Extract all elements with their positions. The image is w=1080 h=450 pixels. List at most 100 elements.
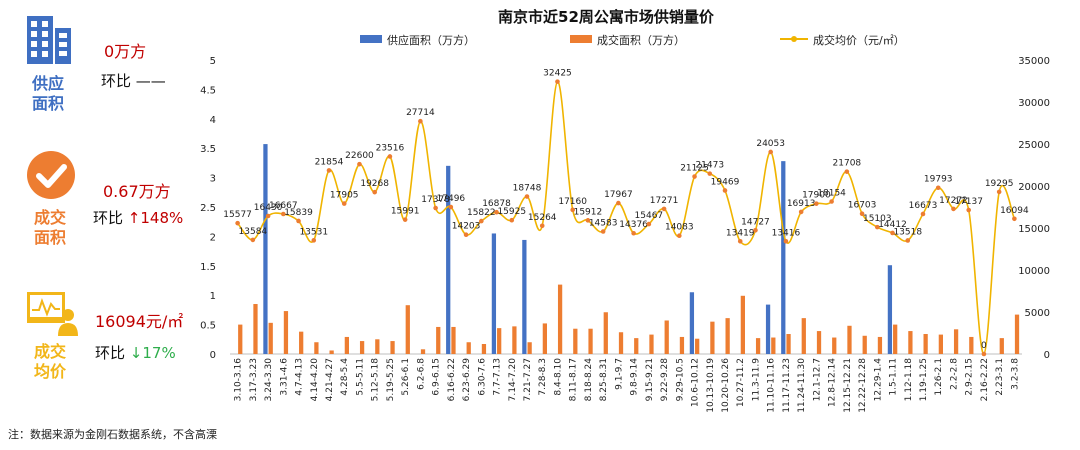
price-point xyxy=(265,213,271,219)
deal-bar xyxy=(314,342,319,354)
price-point xyxy=(890,230,895,236)
x-axis-tick-label: 2.23-3.1 xyxy=(995,358,1005,396)
price-point xyxy=(631,230,636,236)
price-data-label: 15839 xyxy=(284,208,313,218)
price-data-label: 19469 xyxy=(711,177,740,187)
price-data-label: 15264 xyxy=(528,213,557,223)
price-point xyxy=(859,211,865,216)
x-axis-tick-label: 5.26-6.1 xyxy=(401,358,411,396)
price-point xyxy=(600,229,606,234)
x-axis-tick-label: 6.30-7.6 xyxy=(477,358,487,396)
deal-bar xyxy=(771,337,776,354)
x-axis-tick-label: 5.5-5.11 xyxy=(355,358,365,396)
deal-bar xyxy=(329,350,334,354)
deal-bar xyxy=(649,334,654,354)
x-axis-tick-label: 3.31-4.6 xyxy=(279,358,289,396)
x-axis-tick-label: 5.12-5.18 xyxy=(371,358,381,402)
price-point xyxy=(418,118,423,124)
deal-bar xyxy=(238,324,243,354)
left-axis-tick-label: 4 xyxy=(210,115,216,126)
deal-bar xyxy=(527,342,532,354)
x-axis-tick-label: 9.1-9.7 xyxy=(614,358,624,390)
price-point xyxy=(981,351,987,357)
price-data-label: 22600 xyxy=(345,151,374,161)
x-axis-tick-label: 10.20-10.26 xyxy=(721,358,731,413)
deal-bar xyxy=(436,326,441,354)
left-axis-tick-label: 2 xyxy=(210,232,216,243)
x-axis-tick-label: 3.2-3.8 xyxy=(1010,358,1020,390)
price-data-label: 0 xyxy=(981,341,987,351)
x-axis-tick-label: 4.21-4.27 xyxy=(325,358,335,401)
kpi-panel: 供应 面积 0万方 环比 —— 成交 面积 0.67万方 环比 ↑148% 成交 均价… xyxy=(0,0,200,400)
x-axis-tick-label: 2.2-2.8 xyxy=(949,358,959,390)
supply-bar xyxy=(781,161,786,354)
supply-bar xyxy=(689,292,695,354)
x-axis-tick-label: 7.21-7.27 xyxy=(523,358,533,401)
price-data-label: 23516 xyxy=(376,143,405,153)
deal-bar xyxy=(710,321,715,354)
price-data-label: 15912 xyxy=(574,207,603,217)
price-point xyxy=(692,174,697,179)
left-axis-tick-label: 4.5 xyxy=(200,85,216,96)
price-point xyxy=(677,233,682,239)
right-axis-tick-label: 30000 xyxy=(1018,98,1050,109)
price-data-label: 17900 xyxy=(802,191,831,201)
deal-bar xyxy=(969,336,974,354)
price-data-label: 15822 xyxy=(467,208,496,218)
x-axis-tick-label: 4.28-5.4 xyxy=(340,358,350,396)
left-axis-tick-label: 3.5 xyxy=(200,144,216,155)
x-axis-tick-label: 8.4-8.10 xyxy=(553,358,563,396)
left-axis-tick-label: 2.5 xyxy=(200,203,216,214)
supply-bar xyxy=(522,239,527,354)
price-data-label: 18154 xyxy=(817,189,846,199)
price-point xyxy=(966,207,971,213)
x-axis-tick-label: 7.7-7.13 xyxy=(493,358,503,396)
price-point xyxy=(920,211,926,217)
x-axis-tick-label: 3.24-3.30 xyxy=(264,358,274,402)
price-point xyxy=(951,206,956,212)
price-data-label: 17271 xyxy=(650,196,679,206)
supply-area-label: 供应 面积 xyxy=(31,74,64,113)
deal-bar xyxy=(299,331,304,354)
deal-bar xyxy=(938,334,943,354)
legend-swatch-supply xyxy=(360,35,382,43)
deal-bar xyxy=(847,325,852,354)
x-axis-tick-label: 10.6-10.12 xyxy=(691,358,701,407)
price-data-label: 19295 xyxy=(985,179,1014,189)
deal-area-value: 0.67万方 xyxy=(103,182,171,201)
x-axis-tick-label: 2.9-2.15 xyxy=(965,358,975,396)
price-point xyxy=(387,154,393,159)
x-axis-tick-label: 4.7-4.13 xyxy=(295,358,305,396)
deal-bar xyxy=(512,326,517,354)
right-axis-tick-label: 0 xyxy=(1044,350,1050,361)
deal-bar xyxy=(862,335,867,354)
deal-bar xyxy=(375,339,380,354)
deal-bar xyxy=(755,338,761,354)
price-data-label: 17967 xyxy=(604,190,633,200)
x-axis-tick-label: 10.13-10.19 xyxy=(706,358,716,413)
price-data-label: 14376 xyxy=(619,220,648,230)
legend-marker-price xyxy=(791,36,797,42)
x-axis-tick-label: 6.16-6.22 xyxy=(447,358,457,401)
price-data-label: 14203 xyxy=(452,222,481,232)
price-point xyxy=(905,238,911,243)
right-axis-tick-label: 5000 xyxy=(1025,308,1050,319)
price-data-label: 15577 xyxy=(223,210,252,220)
price-point xyxy=(463,232,469,237)
deal-bar xyxy=(420,349,426,354)
price-point xyxy=(844,169,850,174)
price-data-label: 14412 xyxy=(878,220,907,230)
x-axis-tick-label: 1.19-1.25 xyxy=(919,358,929,401)
deal-bar xyxy=(466,342,471,354)
price-data-label: 14583 xyxy=(589,219,618,229)
x-axis-tick-label: 9.15-9.21 xyxy=(645,358,655,401)
price-point xyxy=(539,223,545,229)
price-data-label: 32425 xyxy=(543,69,572,79)
x-axis-tick-label: 1.12-1.18 xyxy=(904,358,914,402)
price-point xyxy=(875,224,880,230)
price-point xyxy=(402,217,408,222)
price-data-label: 21125 xyxy=(680,164,709,174)
x-axis-tick-label: 11.3-11.9 xyxy=(751,358,761,402)
avg-price-change: 环比 ↓17% xyxy=(95,344,176,362)
deal-bar xyxy=(283,311,289,354)
